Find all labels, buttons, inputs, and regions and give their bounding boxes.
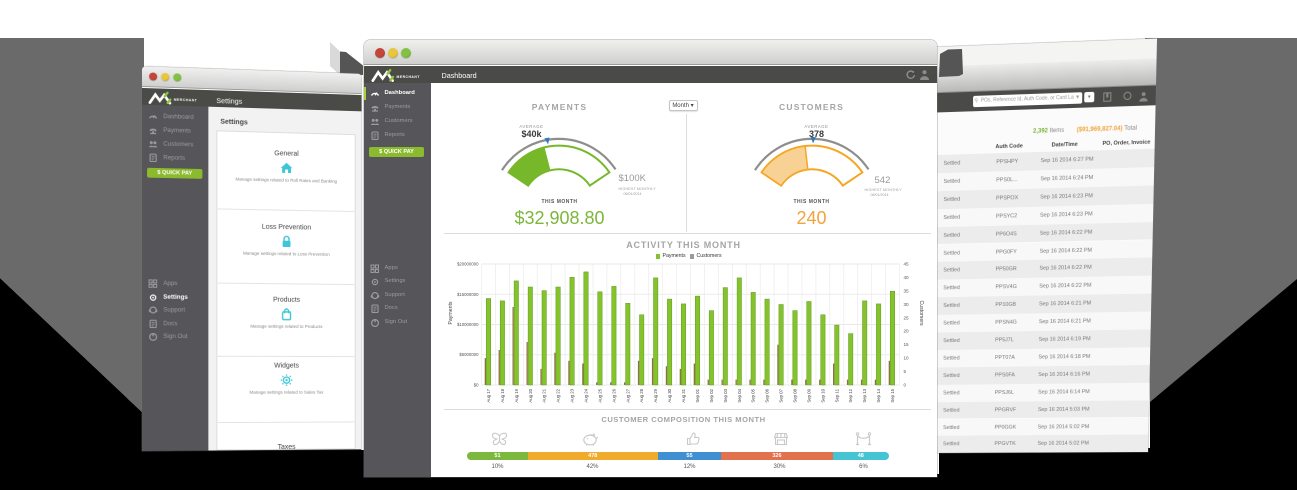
svg-text:Aug 25: Aug 25: [597, 388, 602, 402]
svg-text:Aug 20: Aug 20: [527, 388, 532, 402]
svg-text:Aug 24: Aug 24: [583, 388, 588, 402]
svg-text:Sep 02: Sep 02: [708, 388, 713, 402]
svg-text:$10000000: $10000000: [456, 322, 478, 327]
svg-text:Customers: Customers: [918, 300, 924, 325]
svg-text:Sep 10: Sep 10: [820, 388, 825, 402]
svg-text:45: 45: [903, 262, 909, 267]
svg-text:40: 40: [903, 275, 909, 280]
svg-text:Sep 03: Sep 03: [722, 388, 727, 402]
svg-text:$20000000: $20000000: [456, 262, 478, 267]
svg-text:Payments: Payments: [448, 301, 454, 324]
svg-text:30: 30: [903, 302, 909, 307]
svg-text:Aug 31: Aug 31: [681, 388, 686, 402]
svg-text:Aug 27: Aug 27: [625, 388, 630, 402]
svg-text:25: 25: [903, 315, 909, 320]
svg-text:Sep 06: Sep 06: [764, 388, 769, 402]
svg-text:Sep 14: Sep 14: [876, 388, 881, 402]
svg-text:Aug 18: Aug 18: [499, 388, 504, 402]
svg-text:$15000000: $15000000: [456, 292, 478, 297]
svg-text:5: 5: [903, 369, 906, 374]
svg-text:Sep 07: Sep 07: [778, 388, 783, 402]
svg-text:Aug 21: Aug 21: [541, 388, 546, 402]
svg-text:Sep 08: Sep 08: [792, 388, 797, 402]
svg-text:Aug 29: Aug 29: [653, 388, 658, 402]
svg-text:Sep 15: Sep 15: [890, 388, 895, 402]
svg-text:MERCHANT: MERCHANT: [396, 75, 420, 79]
svg-text:MERCHANT: MERCHANT: [174, 98, 198, 103]
svg-text:Aug 17: Aug 17: [486, 388, 491, 402]
svg-text:0: 0: [903, 383, 906, 388]
svg-text:Sep 09: Sep 09: [806, 388, 811, 402]
svg-text:Aug 19: Aug 19: [513, 388, 518, 402]
svg-text:Sep 12: Sep 12: [848, 388, 853, 402]
svg-text:20: 20: [903, 329, 909, 334]
svg-text:$5000000: $5000000: [459, 352, 479, 357]
svg-text:Sep 04: Sep 04: [736, 388, 741, 402]
svg-text:Aug 22: Aug 22: [555, 388, 560, 402]
svg-text:$0: $0: [473, 383, 478, 388]
svg-text:35: 35: [903, 288, 909, 293]
svg-text:Aug 23: Aug 23: [569, 388, 574, 402]
svg-text:Aug 30: Aug 30: [667, 388, 672, 402]
svg-text:Aug 28: Aug 28: [639, 388, 644, 402]
svg-text:15: 15: [903, 342, 909, 347]
svg-text:Sep 13: Sep 13: [862, 388, 867, 402]
svg-text:10: 10: [903, 356, 909, 361]
svg-text:Sep 11: Sep 11: [834, 388, 839, 402]
svg-text:Sep 05: Sep 05: [750, 388, 755, 402]
svg-text:Sep 01: Sep 01: [695, 388, 700, 402]
svg-text:Aug 26: Aug 26: [611, 388, 616, 402]
